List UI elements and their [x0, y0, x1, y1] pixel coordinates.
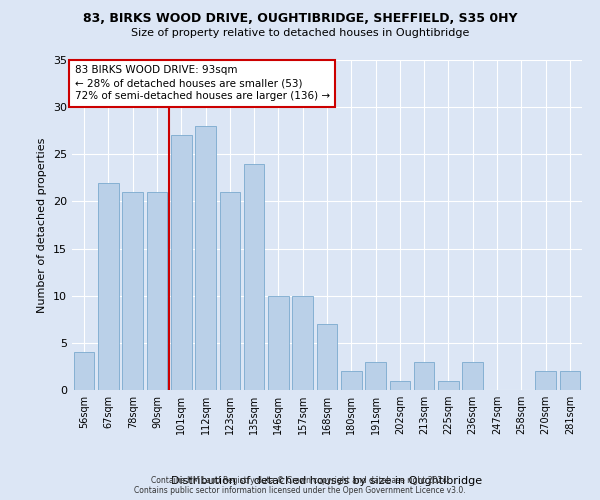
Bar: [122, 192, 143, 390]
Bar: [244, 164, 265, 390]
Text: 83, BIRKS WOOD DRIVE, OUGHTIBRIDGE, SHEFFIELD, S35 0HY: 83, BIRKS WOOD DRIVE, OUGHTIBRIDGE, SHEF…: [83, 12, 517, 26]
Bar: [98, 182, 119, 390]
Bar: [317, 324, 337, 390]
Bar: [220, 192, 240, 390]
X-axis label: Distribution of detached houses by size in Oughtibridge: Distribution of detached houses by size …: [172, 476, 482, 486]
Text: Size of property relative to detached houses in Oughtibridge: Size of property relative to detached ho…: [131, 28, 469, 38]
Bar: [268, 296, 289, 390]
Bar: [292, 296, 313, 390]
Bar: [438, 380, 459, 390]
Bar: [341, 371, 362, 390]
Bar: [74, 352, 94, 390]
Bar: [195, 126, 216, 390]
Bar: [365, 362, 386, 390]
Bar: [146, 192, 167, 390]
Y-axis label: Number of detached properties: Number of detached properties: [37, 138, 47, 312]
Bar: [171, 136, 191, 390]
Text: 83 BIRKS WOOD DRIVE: 93sqm
← 28% of detached houses are smaller (53)
72% of semi: 83 BIRKS WOOD DRIVE: 93sqm ← 28% of deta…: [74, 65, 329, 102]
Bar: [535, 371, 556, 390]
Bar: [463, 362, 483, 390]
Bar: [414, 362, 434, 390]
Text: Contains HM Land Registry data © Crown copyright and database right 2024.
Contai: Contains HM Land Registry data © Crown c…: [134, 476, 466, 495]
Bar: [560, 371, 580, 390]
Bar: [389, 380, 410, 390]
